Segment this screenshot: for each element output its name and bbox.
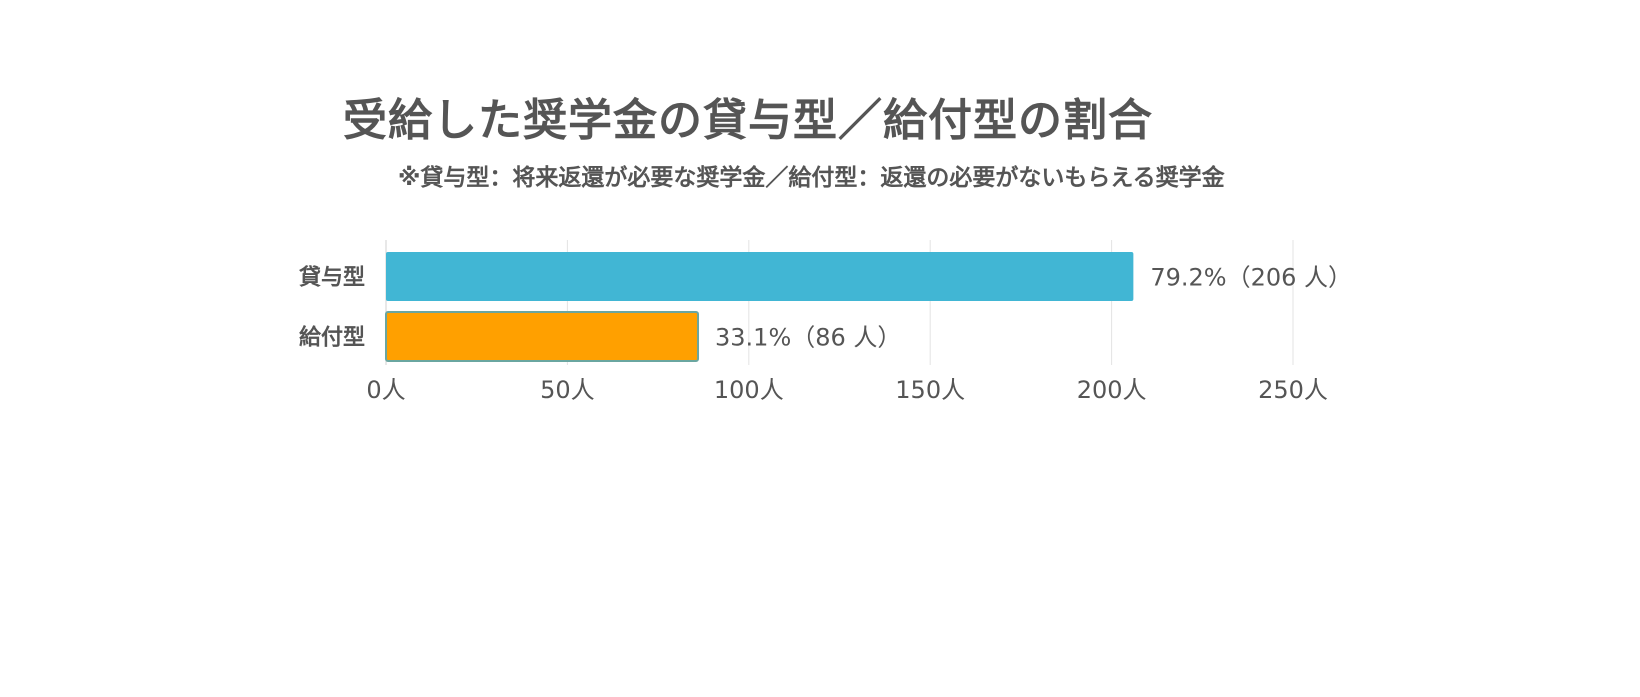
x-tick-labels: 0人 50人 100人 150人 200人 250人 <box>366 376 1328 404</box>
chart-title: 受給した奨学金の貸与型／給付型の割合 <box>343 95 1153 146</box>
data-label: 33.1%（86 人） <box>715 324 901 352</box>
bars <box>385 252 1134 362</box>
x-tick-label: 0人 <box>366 376 405 404</box>
x-tick-label: 250人 <box>1258 376 1328 404</box>
data-labels: 79.2%（206 人） 33.1%（86 人） <box>715 264 1352 352</box>
bar-1 <box>386 252 1134 301</box>
category-label: 貸与型 <box>298 265 365 291</box>
x-tick-label: 200人 <box>1077 376 1147 404</box>
x-tick-label: 50人 <box>540 376 595 404</box>
data-label: 79.2%（206 人） <box>1150 264 1352 292</box>
x-tick-label: 150人 <box>895 376 965 404</box>
bar-2 <box>385 311 700 362</box>
chart-subtitle: ※貸与型：将来返還が必要な奨学金／給付型：返還の必要がないもらえる奨学金 <box>398 165 1225 191</box>
category-label: 給付型 <box>299 325 365 351</box>
x-tick-label: 100人 <box>714 376 784 404</box>
